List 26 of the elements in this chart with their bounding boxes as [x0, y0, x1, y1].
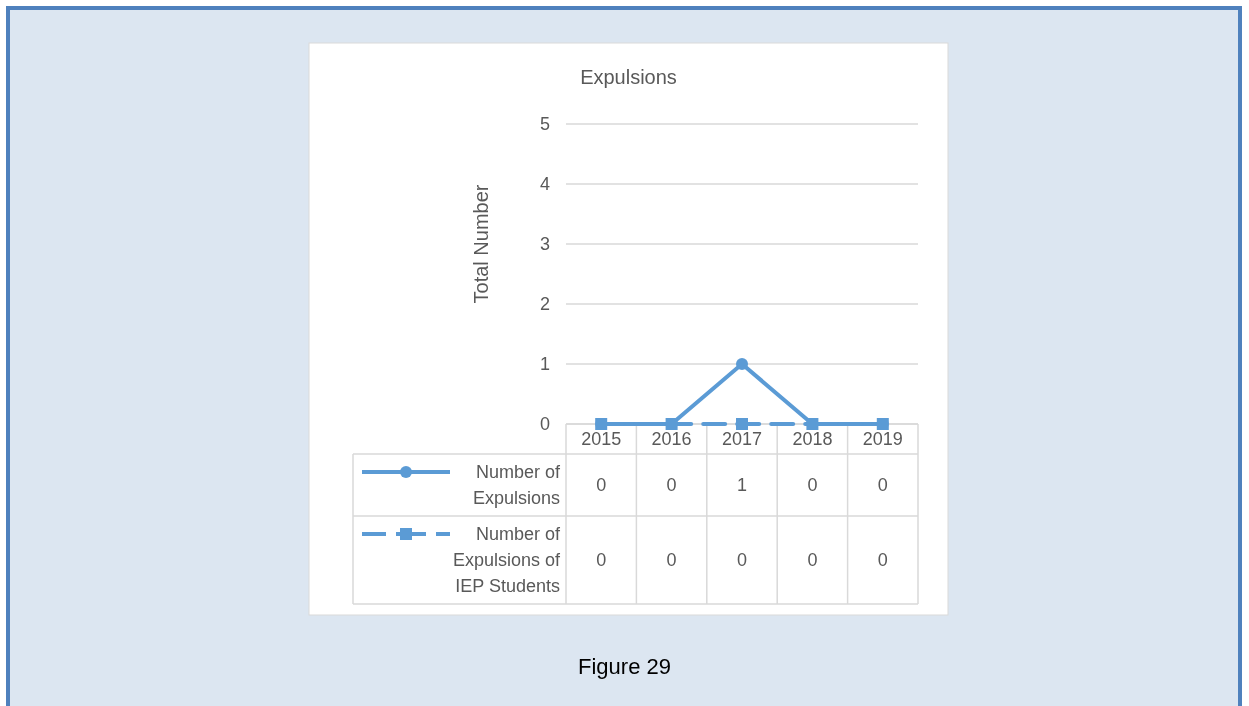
y-axis-title: Total Number: [470, 184, 492, 304]
caption: Figure 29: [578, 653, 671, 679]
legend-label: Number of Expulsions: [472, 462, 561, 509]
y-tick-label: 0: [539, 414, 550, 435]
y-tick-label: 5: [539, 114, 550, 135]
y-tick-label: 3: [539, 234, 550, 255]
data-label: 0: [807, 550, 818, 571]
data-label: 0: [596, 475, 607, 496]
y-tick-label: 4: [539, 174, 550, 195]
y-tick-label: 2: [539, 294, 550, 315]
x-tick-label: 2016: [651, 429, 692, 450]
legend-label: Number of Expulsions of IEP Students: [452, 524, 561, 597]
chart-title: Expulsions: [580, 66, 677, 88]
x-tick-label: 2019: [862, 429, 903, 450]
data-label: 0: [596, 550, 607, 571]
data-label: 1: [736, 475, 748, 496]
data-label: 0: [666, 550, 677, 571]
data-label: 0: [877, 475, 888, 496]
data-label: 0: [877, 550, 888, 571]
data-label: 0: [807, 475, 818, 496]
data-label: 0: [736, 550, 748, 571]
x-tick-label: 2015: [581, 429, 622, 450]
data-label: 0: [666, 475, 677, 496]
y-tick-label: 1: [539, 354, 550, 375]
x-tick-label: 2018: [792, 429, 833, 450]
x-tick-label: 2017: [721, 429, 763, 450]
